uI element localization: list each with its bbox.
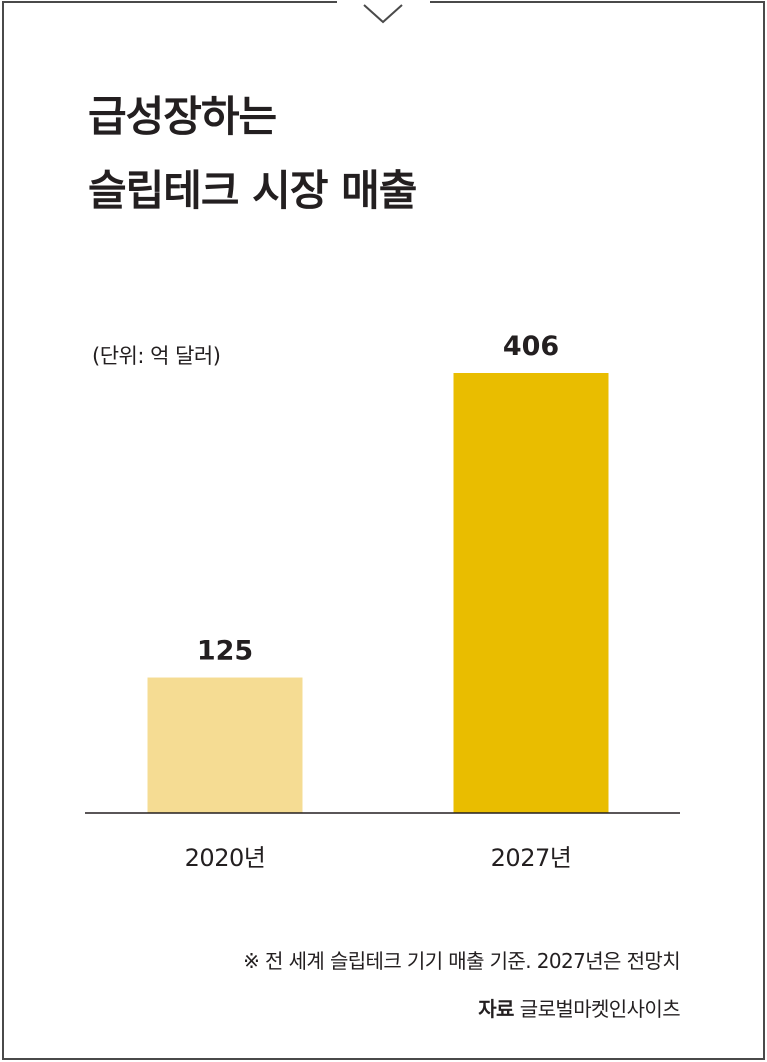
bar-0	[147, 677, 303, 813]
chart-title-line-1: 급성장하는	[88, 92, 277, 141]
chart-title-line-2: 슬립테크 시장 매출	[88, 166, 417, 215]
data-label-1: 406	[503, 331, 559, 362]
chevron-down-icon	[363, 4, 403, 24]
source-label: 자료	[478, 997, 514, 1021]
data-label-0: 125	[197, 636, 253, 667]
unit-label: (단위: 억 달러)	[92, 344, 221, 368]
source-line: 자료 글로벌마켓인사이츠	[478, 993, 680, 1022]
source-value: 글로벌마켓인사이츠	[519, 997, 681, 1021]
bar-1	[453, 373, 609, 813]
bar-chart: 125 2020년 406 2027년	[85, 331, 680, 872]
footnote: ※ 전 세계 슬립테크 기기 매출 기준. 2027년은 전망치	[243, 949, 680, 973]
category-label-1: 2027년	[491, 844, 572, 872]
category-label-0: 2020년	[185, 844, 266, 872]
